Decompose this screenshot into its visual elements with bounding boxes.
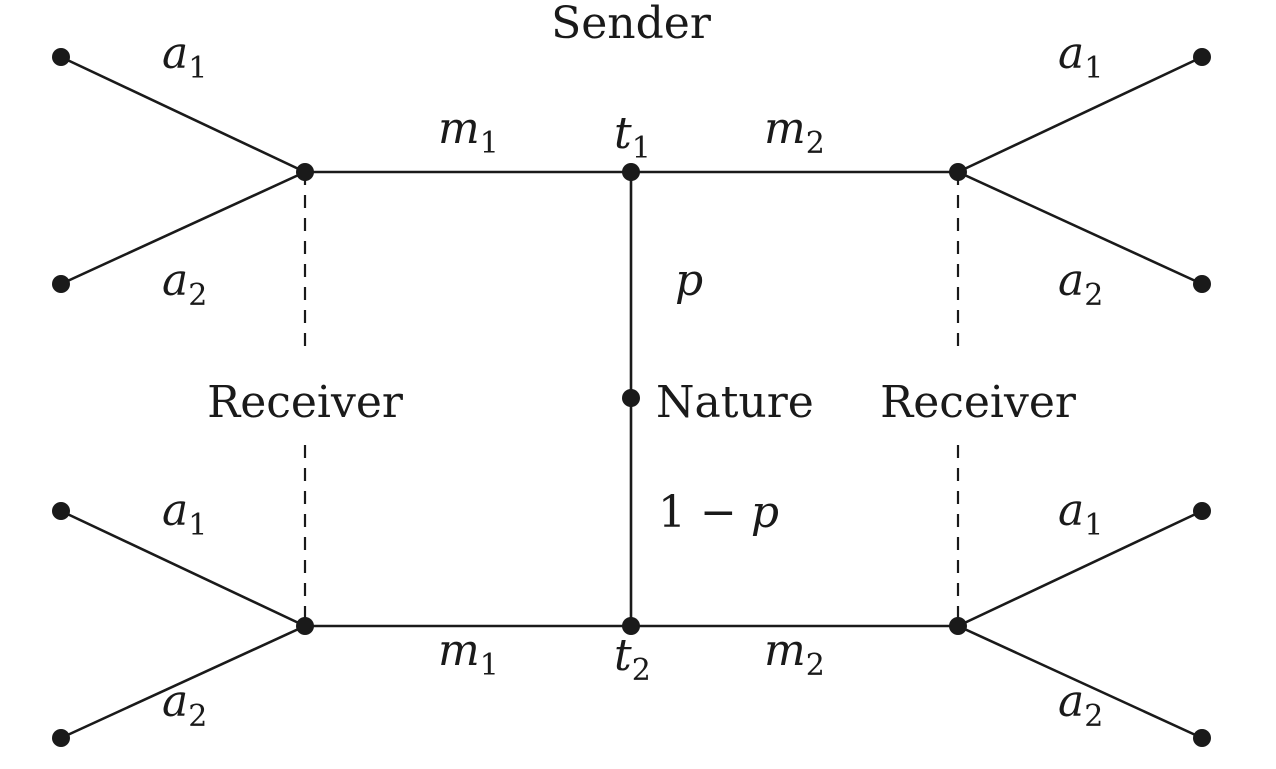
action-a1-label: a1: [1058, 28, 1103, 86]
terminal-node: [52, 729, 70, 747]
sender-t2-node: [622, 617, 640, 635]
type-t1-label: t1: [614, 108, 651, 166]
terminal-node: [1193, 729, 1211, 747]
action-edge: [957, 624, 1203, 740]
probability-upper-label: p: [675, 255, 703, 306]
action-edge: [957, 509, 1203, 628]
type-t2-label: t2: [614, 630, 651, 688]
action-a1-label: a1: [1058, 485, 1103, 543]
action-a1-label: a1: [162, 485, 207, 543]
action-a2-label: a2: [162, 676, 207, 734]
action-a2-label: a2: [162, 255, 207, 313]
terminal-node: [1193, 48, 1211, 66]
terminal-node: [1193, 275, 1211, 293]
action-edge: [60, 509, 306, 628]
terminal-node: [52, 502, 70, 520]
terminal-node: [52, 48, 70, 66]
receiver-node: [296, 617, 314, 635]
message-m1-label: m1: [438, 103, 499, 161]
action-edge: [60, 624, 306, 740]
action-edge: [60, 170, 306, 286]
terminal-node: [1193, 502, 1211, 520]
receiver-left-label: Receiver: [207, 377, 404, 428]
nature-label: Nature: [656, 377, 814, 428]
terminal-node: [52, 275, 70, 293]
receiver-node: [949, 163, 967, 181]
message-m2-label: m2: [764, 625, 825, 683]
sender-label: Sender: [551, 0, 712, 49]
action-a1-label: a1: [162, 28, 207, 86]
action-edge: [60, 55, 306, 174]
message-m1-label: m1: [438, 625, 499, 683]
probability-lower-label: 1 − p: [658, 487, 779, 538]
nature-node: [622, 389, 640, 407]
receiver-node: [296, 163, 314, 181]
action-a2-label: a2: [1058, 676, 1103, 734]
receiver-node: [949, 617, 967, 635]
action-edge: [957, 170, 1203, 286]
message-m2-label: m2: [764, 103, 825, 161]
action-edge: [957, 55, 1203, 174]
sender-t1-node: [622, 163, 640, 181]
action-a2-label: a2: [1058, 255, 1103, 313]
receiver-right-label: Receiver: [880, 377, 1077, 428]
